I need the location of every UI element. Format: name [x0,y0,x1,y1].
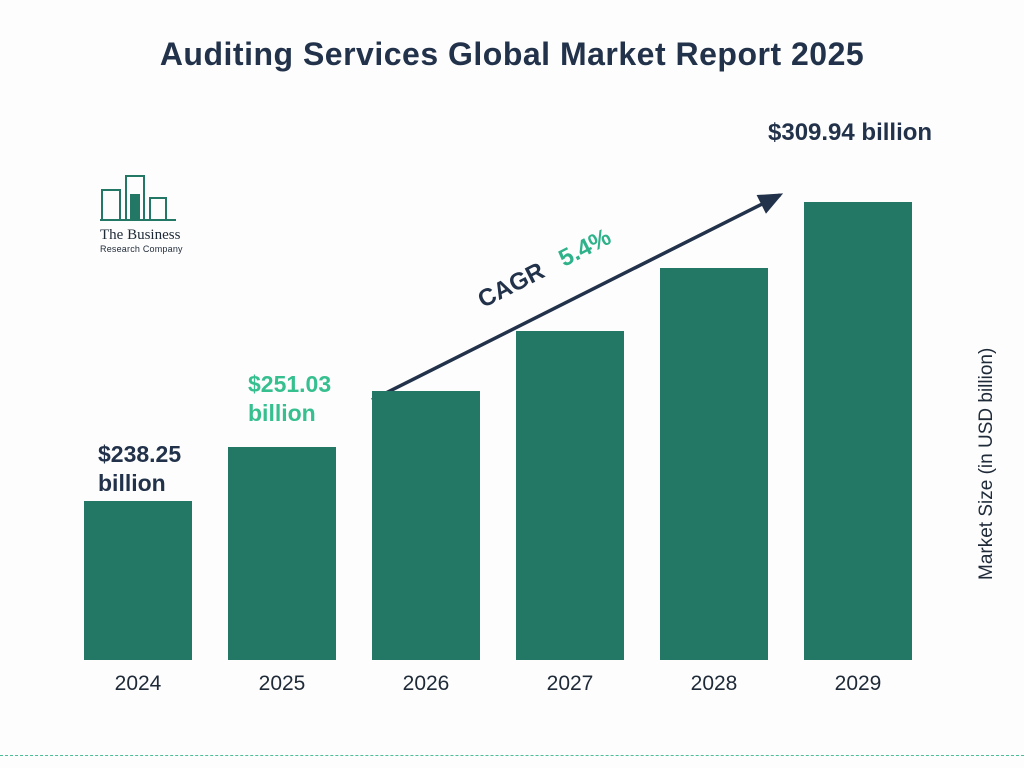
x-tick-2025: 2025 [228,672,336,696]
bar-2027 [516,331,624,660]
x-tick-2028: 2028 [660,672,768,696]
bar-2025 [228,447,336,660]
bar-2028 [660,268,768,660]
value-label-2025: $251.03 billion [248,370,331,428]
value-label-2024-amount: $238.25 [98,440,181,469]
value-label-2024-unit: billion [98,469,181,498]
bar-2026 [372,391,480,660]
x-tick-2029: 2029 [804,672,912,696]
value-label-2029: $309.94 billion [768,118,932,148]
chart-title: Auditing Services Global Market Report 2… [0,36,1024,73]
value-label-2025-unit: billion [248,399,331,428]
bar-chart: CAGR 5.4% $238.25 billion $251.03 billio… [80,140,940,660]
y-axis-label: Market Size (in USD billion) [976,280,998,580]
x-tick-2024: 2024 [84,672,192,696]
x-tick-2027: 2027 [516,672,624,696]
value-label-2025-amount: $251.03 [248,370,331,399]
bar-2029 [804,202,912,660]
x-tick-2026: 2026 [372,672,480,696]
value-label-2024: $238.25 billion [98,440,181,498]
bottom-divider [0,755,1024,756]
bar-2024 [84,501,192,660]
